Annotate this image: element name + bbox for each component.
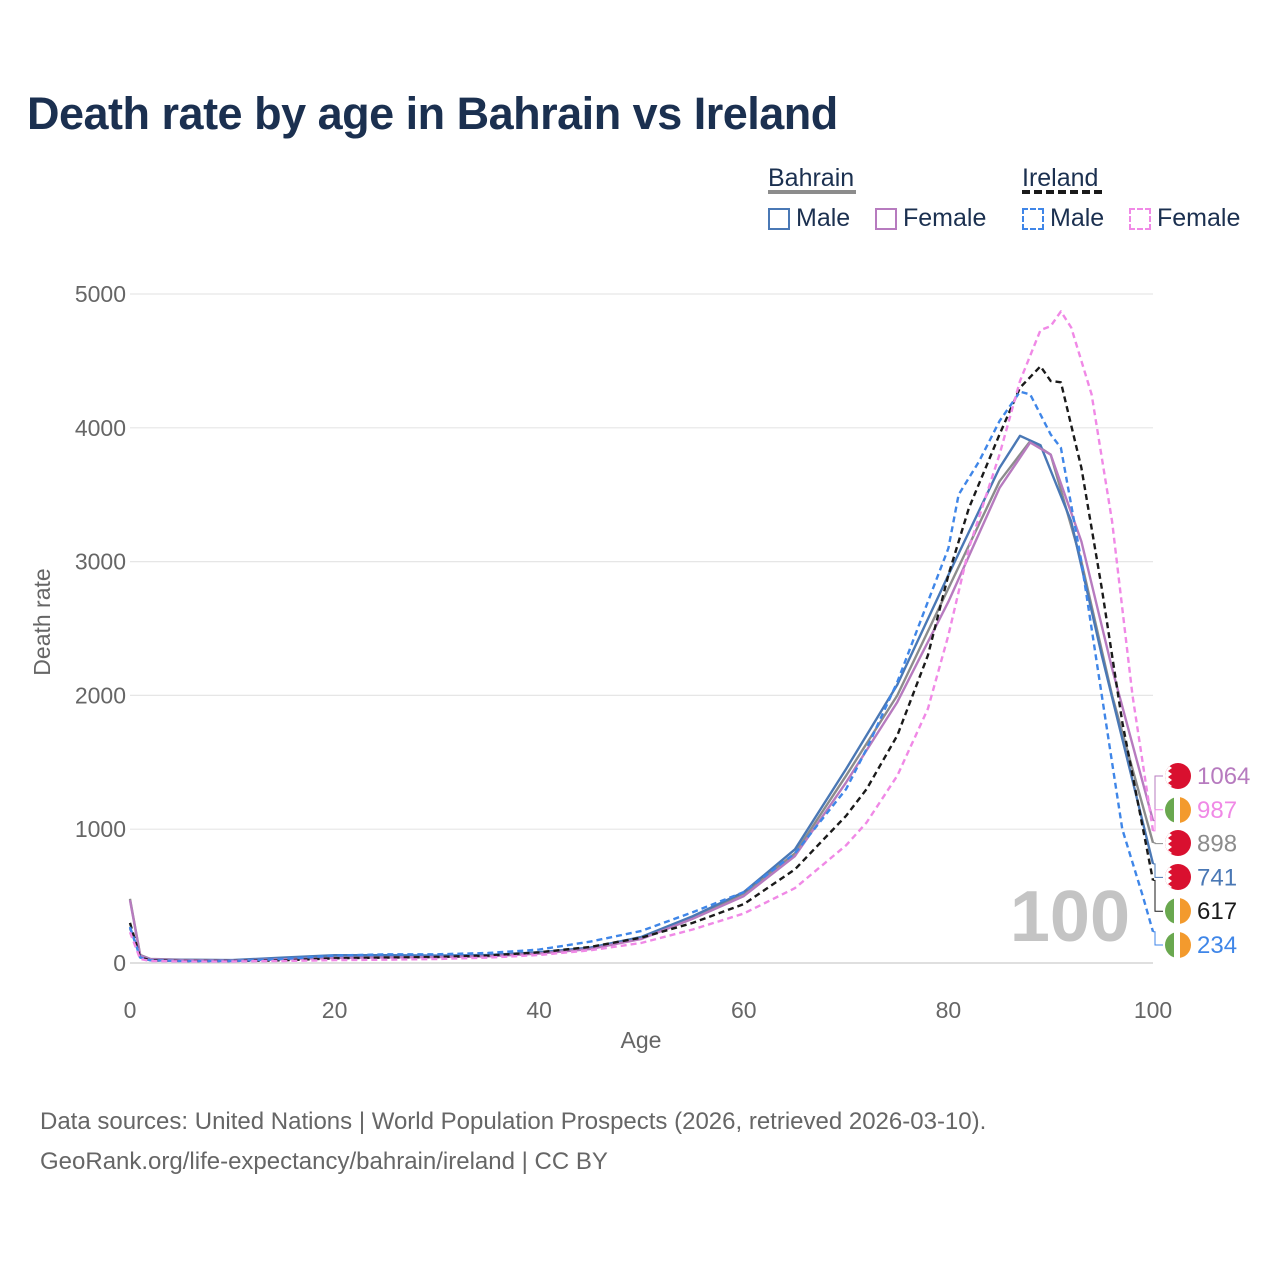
end-value-label: 898 [1197, 831, 1237, 858]
legend-item-bahrain-male[interactable]: Male [768, 204, 850, 233]
end-label-connector [1153, 775, 1163, 822]
legend-label: Female [903, 204, 987, 232]
x-tick-label: 40 [526, 997, 552, 1023]
legend-item-ireland-male[interactable]: Male [1022, 204, 1104, 233]
series-line-ireland-female[interactable] [128, 310, 1155, 963]
x-tick-label: 60 [731, 997, 757, 1023]
end-value-label: 617 [1197, 898, 1237, 925]
y-tick-label: 2000 [75, 682, 126, 708]
series-line-bahrain-male[interactable] [128, 434, 1155, 962]
end-value-label: 234 [1197, 932, 1237, 959]
ireland-flag-icon [1165, 797, 1191, 823]
end-value-label: 741 [1197, 864, 1237, 891]
y-tick-label: 4000 [75, 415, 126, 441]
bahrain-flag-icon [1165, 830, 1191, 856]
y-tick-label: 1000 [75, 816, 126, 842]
death-rate-chart: 100 0 1000 2000 3000 4000 5000 0 20 40 60 80 100 A… [29, 281, 1250, 1053]
legend-swatch [1129, 207, 1151, 230]
legend-label: Male [1050, 204, 1105, 232]
legend-swatch [768, 207, 790, 230]
watermark-year: 100 [1010, 877, 1130, 957]
end-label-connector [1153, 809, 1163, 832]
x-tick-label: 0 [124, 997, 137, 1023]
legend-item-bahrain-female[interactable]: Female [875, 204, 986, 233]
x-tick-label: 20 [322, 997, 348, 1023]
legend-group-bahrain-line [768, 190, 856, 194]
series-line-bahrain-total[interactable] [128, 440, 1155, 962]
x-tick-label: 80 [936, 997, 962, 1023]
legend-swatch [1022, 207, 1044, 230]
end-label-connector [1153, 879, 1163, 912]
bahrain-flag-icon [1165, 864, 1191, 890]
ireland-flag-icon [1165, 898, 1191, 924]
y-tick-label: 0 [113, 950, 126, 976]
x-tick-label: 100 [1134, 997, 1172, 1023]
legend-group-bahrain[interactable]: Bahrain [768, 164, 855, 192]
legend-swatch [875, 207, 897, 230]
legend-label: Female [1157, 204, 1241, 232]
end-value-label: 1064 [1197, 763, 1250, 790]
legend-item-ireland-female[interactable]: Female [1129, 204, 1240, 233]
end-label-connector [1153, 931, 1163, 946]
ireland-flag-icon [1165, 932, 1191, 958]
end-value-label: 987 [1197, 797, 1237, 824]
source-line-2: GeoRank.org/life-expectancy/bahrain/irel… [40, 1148, 608, 1175]
legend-group-ireland[interactable]: Ireland [1022, 164, 1099, 192]
source-line-1: Data sources: United Nations | World Pop… [40, 1108, 987, 1135]
legend-label: Male [796, 204, 851, 232]
y-tick-label: 5000 [75, 281, 126, 307]
end-label-connector [1153, 842, 1163, 845]
y-axis-label: Death rate [29, 568, 55, 675]
series-line-ireland-male[interactable] [128, 390, 1155, 963]
series-line-bahrain-female[interactable] [128, 441, 1155, 962]
legend-group-ireland-line [1022, 190, 1102, 194]
x-axis-label: Age [621, 1027, 662, 1053]
end-label-connector [1153, 863, 1163, 878]
bahrain-flag-icon [1165, 763, 1191, 789]
y-tick-label: 3000 [75, 549, 126, 575]
page-title: Death rate by age in Bahrain vs Ireland [27, 88, 838, 139]
series-line-ireland-total[interactable] [128, 365, 1155, 963]
